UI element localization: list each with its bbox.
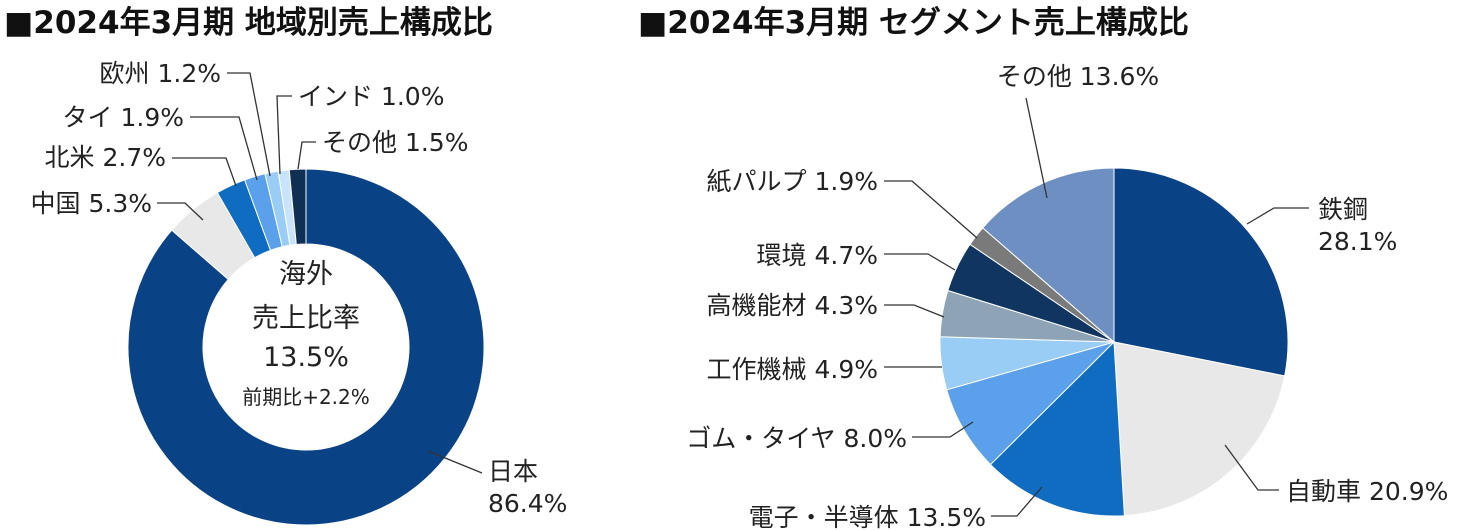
donut-chart-region: 日本 86.4% 中国 5.3% 北米 2.7% タイ 1.9% 欧州 1.2% インド 1… [31, 59, 567, 526]
chart-title-segment: ■2024年3月期 セグメント売上構成比 [638, 5, 1189, 41]
donut-leader-line-3 [190, 116, 258, 181]
pie-data-label-5: 高機能材 4.3% [707, 291, 878, 320]
donut-data-label-6: その他 1.5% [322, 128, 468, 157]
donut-leader-line-0 [427, 450, 483, 474]
pie-leader-line-2 [991, 486, 1043, 517]
donut-slice-6 [288, 168, 307, 246]
pie-data-label-3: ゴム・タイヤ 8.0% [686, 424, 907, 453]
pie-slice-1 [1113, 341, 1286, 517]
donut-data-label-4: 欧州 1.2% [100, 59, 221, 88]
donut-leader-line-6 [297, 141, 316, 170]
donut-data-label-0: 日本 86.4% [488, 457, 567, 518]
pie-chart-segment: 鉄鋼 28.1% 自動車 20.9% 電子・半導体 13.5% ゴム・タイヤ 8.0% 工… [686, 62, 1448, 530]
pie-data-label-2: 電子・半導体 13.5% [749, 503, 986, 530]
donut-leader-line-2 [172, 157, 237, 187]
donut-leader-line-1 [157, 202, 204, 221]
pie-leader-line-6 [884, 253, 956, 271]
pie-slice-0 [1113, 167, 1289, 377]
pie-slice-2 [989, 340, 1125, 517]
donut-data-label-3: タイ 1.9% [63, 103, 184, 132]
donut-leader-line-4 [227, 72, 271, 177]
donut-data-label-2: 北米 2.7% [45, 143, 166, 172]
donut-center-line-2: 売上比率 [252, 303, 360, 334]
pie-leader-line-0 [1246, 207, 1309, 225]
donut-data-label-5: インド 1.0% [298, 82, 444, 111]
pie-leader-line-8 [1025, 97, 1048, 199]
pie-data-label-1: 自動車 20.9% [1286, 477, 1448, 506]
donut-slice-0 [127, 168, 485, 526]
donut-leader-line-5 [276, 95, 292, 175]
pie-leader-line-1 [1224, 444, 1279, 491]
pie-leader-line-7 [884, 180, 978, 239]
donut-center-line-1: 海外 [279, 259, 333, 290]
pie-leader-line-5 [884, 304, 945, 318]
donut-data-label-1: 中国 5.3% [31, 189, 152, 218]
pie-data-label-6: 環境 4.7% [757, 241, 878, 270]
donut-center-line-3: 13.5% [263, 342, 349, 373]
pie-leader-line-3 [912, 421, 974, 438]
donut-center-line-4: 前期比+2.2% [242, 385, 370, 409]
pie-data-label-4: 工作機械 4.9% [707, 355, 878, 384]
pie-data-label-8: その他 13.6% [997, 62, 1159, 91]
pie-data-label-7: 紙パルプ 1.9% [707, 167, 878, 196]
pie-slice-8 [981, 167, 1115, 344]
chart-title-region: ■2024年3月期 地域別売上構成比 [4, 5, 493, 41]
pie-data-label-0: 鉄鋼 28.1% [1318, 195, 1397, 256]
